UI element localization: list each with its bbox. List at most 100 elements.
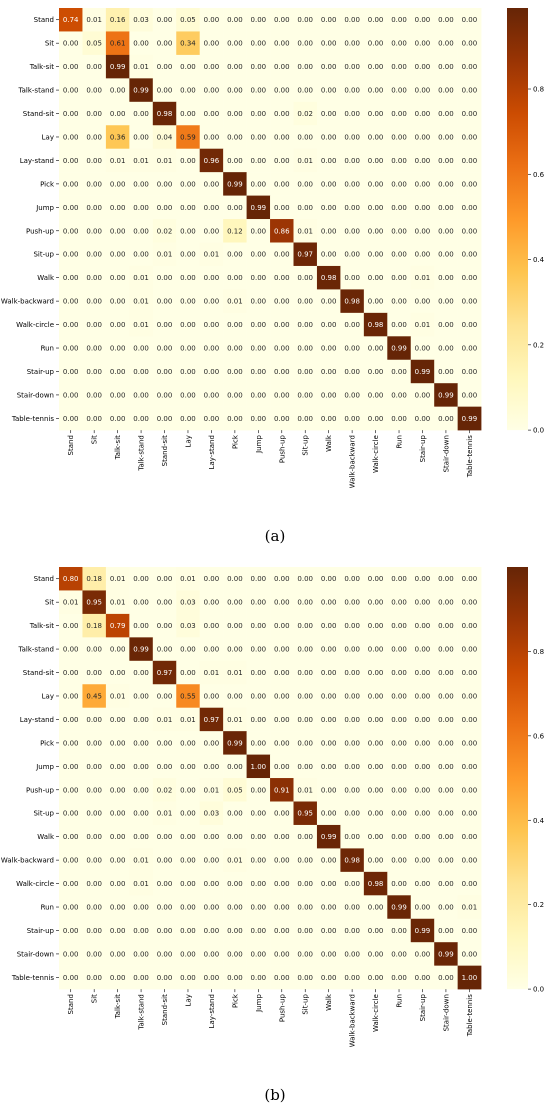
heatmap-cell — [176, 965, 200, 990]
cell-value-label: 0.00 — [180, 87, 196, 95]
cell-value-label: 0.00 — [204, 415, 220, 423]
cell-value-label: 0.00 — [368, 857, 384, 865]
cell-value-label: 0.00 — [133, 669, 149, 677]
cell-value-label: 0.00 — [157, 880, 173, 888]
heatmap-cell — [316, 195, 341, 220]
heatmap-cell — [293, 778, 318, 802]
heatmap-cell — [82, 383, 107, 407]
heatmap-cell — [293, 125, 318, 149]
cell-value-label: 0.00 — [297, 880, 313, 888]
cell-value-label: 0.00 — [180, 391, 196, 399]
heatmap-cell — [152, 965, 177, 990]
heatmap-cell — [316, 590, 341, 615]
heatmap-cell — [293, 31, 318, 56]
cell-value-label: 0.00 — [297, 180, 313, 188]
heatmap-cell — [316, 383, 341, 407]
heatmap-cell — [105, 778, 130, 802]
x-tick-label: Run — [396, 994, 404, 1007]
cell-value-label: 0.00 — [180, 833, 196, 841]
heatmap-cell — [270, 336, 294, 361]
colorbar-tick-label: 0.8 — [533, 648, 544, 656]
cell-value-label: 0.05 — [180, 16, 196, 24]
cell-value-label: 0.80 — [63, 575, 79, 583]
heatmap-cell — [152, 359, 177, 384]
cell-value-label: 0.00 — [321, 927, 337, 935]
cell-value-label: 0.00 — [391, 274, 407, 282]
heatmap-cell — [199, 8, 224, 32]
cell-value-label: 0.00 — [297, 763, 313, 771]
cell-value-label: 0.00 — [368, 599, 384, 607]
heatmap-cell — [410, 848, 435, 873]
cell-value-label: 0.01 — [204, 786, 220, 794]
cell-value-label: 0.00 — [251, 810, 267, 818]
heatmap-cell — [199, 731, 224, 755]
y-tick-label: Pick — [40, 739, 55, 747]
cell-value-label: 0.00 — [274, 391, 290, 399]
cell-value-label: 0.00 — [227, 391, 243, 399]
heatmap-cell — [129, 848, 154, 873]
cell-value-label: 0.00 — [368, 739, 384, 747]
cell-value-label: 0.00 — [391, 950, 407, 958]
cell-value-label: 0.00 — [251, 857, 267, 865]
heatmap-cell — [316, 219, 341, 243]
heatmap-cell — [199, 359, 224, 384]
cell-value-label: 0.00 — [462, 950, 478, 958]
cell-value-label: 0.00 — [86, 345, 102, 353]
cell-value-label: 0.00 — [274, 368, 290, 376]
cell-value-label: 0.00 — [251, 622, 267, 630]
cell-value-label: 0.01 — [157, 157, 173, 165]
heatmap-cell — [152, 289, 177, 314]
heatmap-cell — [59, 101, 83, 126]
heatmap-cell — [199, 125, 224, 149]
cell-value-label: 0.00 — [227, 575, 243, 583]
y-tick-label: Table-tennis — [11, 415, 54, 423]
cell-value-label: 0.00 — [251, 692, 267, 700]
heatmap-cell — [59, 406, 83, 431]
heatmap-cell — [82, 895, 107, 920]
heatmap-cell — [270, 778, 294, 802]
cell-value-label: 0.00 — [251, 227, 267, 235]
cell-value-label: 0.00 — [63, 622, 79, 630]
cell-value-label: 0.00 — [227, 763, 243, 771]
heatmap-cell — [434, 125, 458, 149]
cell-value-label: 0.00 — [344, 599, 360, 607]
cell-value-label: 0.00 — [251, 63, 267, 71]
cell-value-label: 0.00 — [297, 599, 313, 607]
cell-value-label: 0.00 — [391, 763, 407, 771]
cell-value-label: 0.00 — [438, 63, 454, 71]
colorbar — [507, 8, 528, 431]
cell-value-label: 0.00 — [274, 974, 290, 982]
cell-value-label: 0.00 — [251, 368, 267, 376]
cell-value-label: 0.00 — [321, 669, 337, 677]
cell-value-label: 0.00 — [251, 669, 267, 677]
cell-value-label: 0.00 — [297, 298, 313, 306]
heatmap-cell — [316, 125, 341, 149]
cell-value-label: 0.00 — [462, 63, 478, 71]
heatmap-cell — [434, 31, 458, 56]
heatmap-cell — [199, 172, 224, 196]
cell-value-label: 0.00 — [321, 646, 337, 654]
cell-value-label: 0.00 — [63, 739, 79, 747]
heatmap-cell — [199, 707, 224, 732]
heatmap-cell — [363, 567, 388, 591]
cell-value-label: 0.01 — [227, 857, 243, 865]
cell-value-label: 0.00 — [227, 345, 243, 353]
heatmap-cell — [457, 31, 482, 56]
heatmap-cell — [410, 707, 435, 732]
cell-value-label: 0.00 — [227, 599, 243, 607]
heatmap-cell — [152, 707, 177, 732]
heatmap-cell — [340, 265, 365, 290]
heatmap-cell — [270, 172, 294, 196]
heatmap-cell — [176, 312, 200, 337]
heatmap-cell — [387, 406, 412, 431]
heatmap-cell — [316, 78, 341, 103]
heatmap-cell — [316, 778, 341, 802]
y-tick-label: Lay-stand — [20, 157, 54, 165]
cell-value-label: 0.00 — [86, 63, 102, 71]
heatmap-cell — [105, 637, 130, 662]
cell-value-label: 0.00 — [368, 669, 384, 677]
cell-value-label: 0.00 — [344, 321, 360, 329]
heatmap-cell — [105, 824, 130, 849]
heatmap-cell — [270, 660, 294, 685]
cell-value-label: 0.00 — [438, 298, 454, 306]
